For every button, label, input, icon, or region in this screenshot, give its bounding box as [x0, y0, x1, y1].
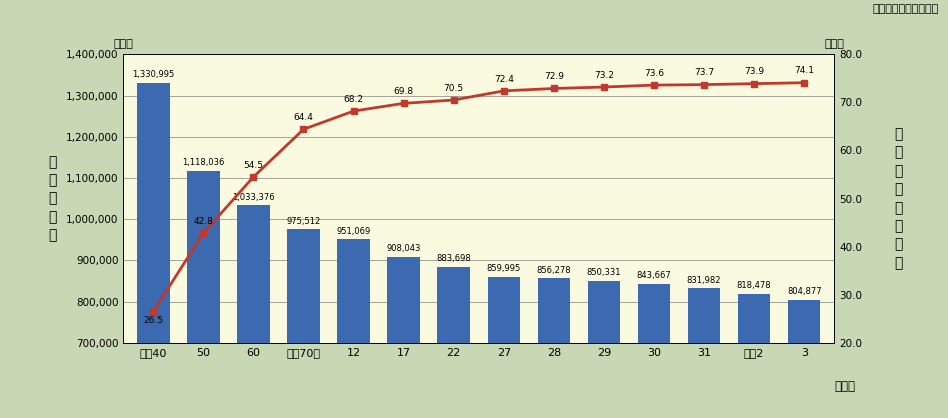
Bar: [538, 278, 570, 418]
Text: 1,330,995: 1,330,995: [132, 70, 174, 79]
Text: 26.5: 26.5: [143, 316, 163, 325]
Text: 69.8: 69.8: [393, 87, 413, 96]
Bar: [487, 277, 520, 418]
Text: 42.8: 42.8: [193, 217, 213, 226]
Text: 856,278: 856,278: [537, 266, 571, 275]
Text: 64.4: 64.4: [294, 113, 314, 122]
Bar: [588, 281, 620, 418]
Text: 804,877: 804,877: [787, 287, 822, 296]
Bar: [337, 240, 370, 418]
Text: 843,667: 843,667: [637, 271, 671, 280]
Text: 883,698: 883,698: [436, 255, 471, 263]
Bar: [738, 294, 771, 418]
Bar: [638, 283, 670, 418]
Bar: [287, 229, 319, 418]
Text: （年）: （年）: [834, 380, 855, 393]
Text: （各年４月１日現在）: （各年４月１日現在）: [872, 4, 939, 14]
Bar: [137, 83, 170, 418]
Text: 850,331: 850,331: [587, 268, 621, 277]
Text: 975,512: 975,512: [286, 217, 320, 226]
Text: 73.2: 73.2: [593, 71, 614, 80]
Text: 951,069: 951,069: [337, 227, 371, 236]
Text: 73.9: 73.9: [744, 67, 764, 76]
Text: 70.5: 70.5: [444, 84, 464, 93]
Bar: [187, 171, 220, 418]
Bar: [437, 267, 470, 418]
Text: （人）: （人）: [114, 38, 133, 48]
Text: 859,995: 859,995: [486, 264, 520, 273]
Text: 831,982: 831,982: [686, 276, 721, 285]
Text: 1,118,036: 1,118,036: [182, 158, 225, 167]
Text: 消
防
団
員
数: 消 防 団 員 数: [48, 155, 56, 242]
Text: 54.5: 54.5: [244, 161, 264, 170]
Text: 被
雇
用
者
団
員
比
率: 被 雇 用 者 団 員 比 率: [894, 127, 902, 270]
Text: （％）: （％）: [825, 38, 844, 48]
Text: 908,043: 908,043: [387, 245, 421, 253]
Text: 72.4: 72.4: [494, 75, 514, 84]
Bar: [788, 300, 820, 418]
Bar: [237, 205, 269, 418]
Bar: [388, 257, 420, 418]
Text: 818,478: 818,478: [737, 281, 772, 290]
Text: 68.2: 68.2: [343, 95, 364, 104]
Text: 72.9: 72.9: [544, 72, 564, 81]
Text: 74.1: 74.1: [794, 66, 814, 76]
Text: 73.7: 73.7: [694, 69, 714, 77]
Text: 1,033,376: 1,033,376: [232, 193, 275, 202]
Text: 73.6: 73.6: [644, 69, 664, 78]
Bar: [688, 288, 720, 418]
